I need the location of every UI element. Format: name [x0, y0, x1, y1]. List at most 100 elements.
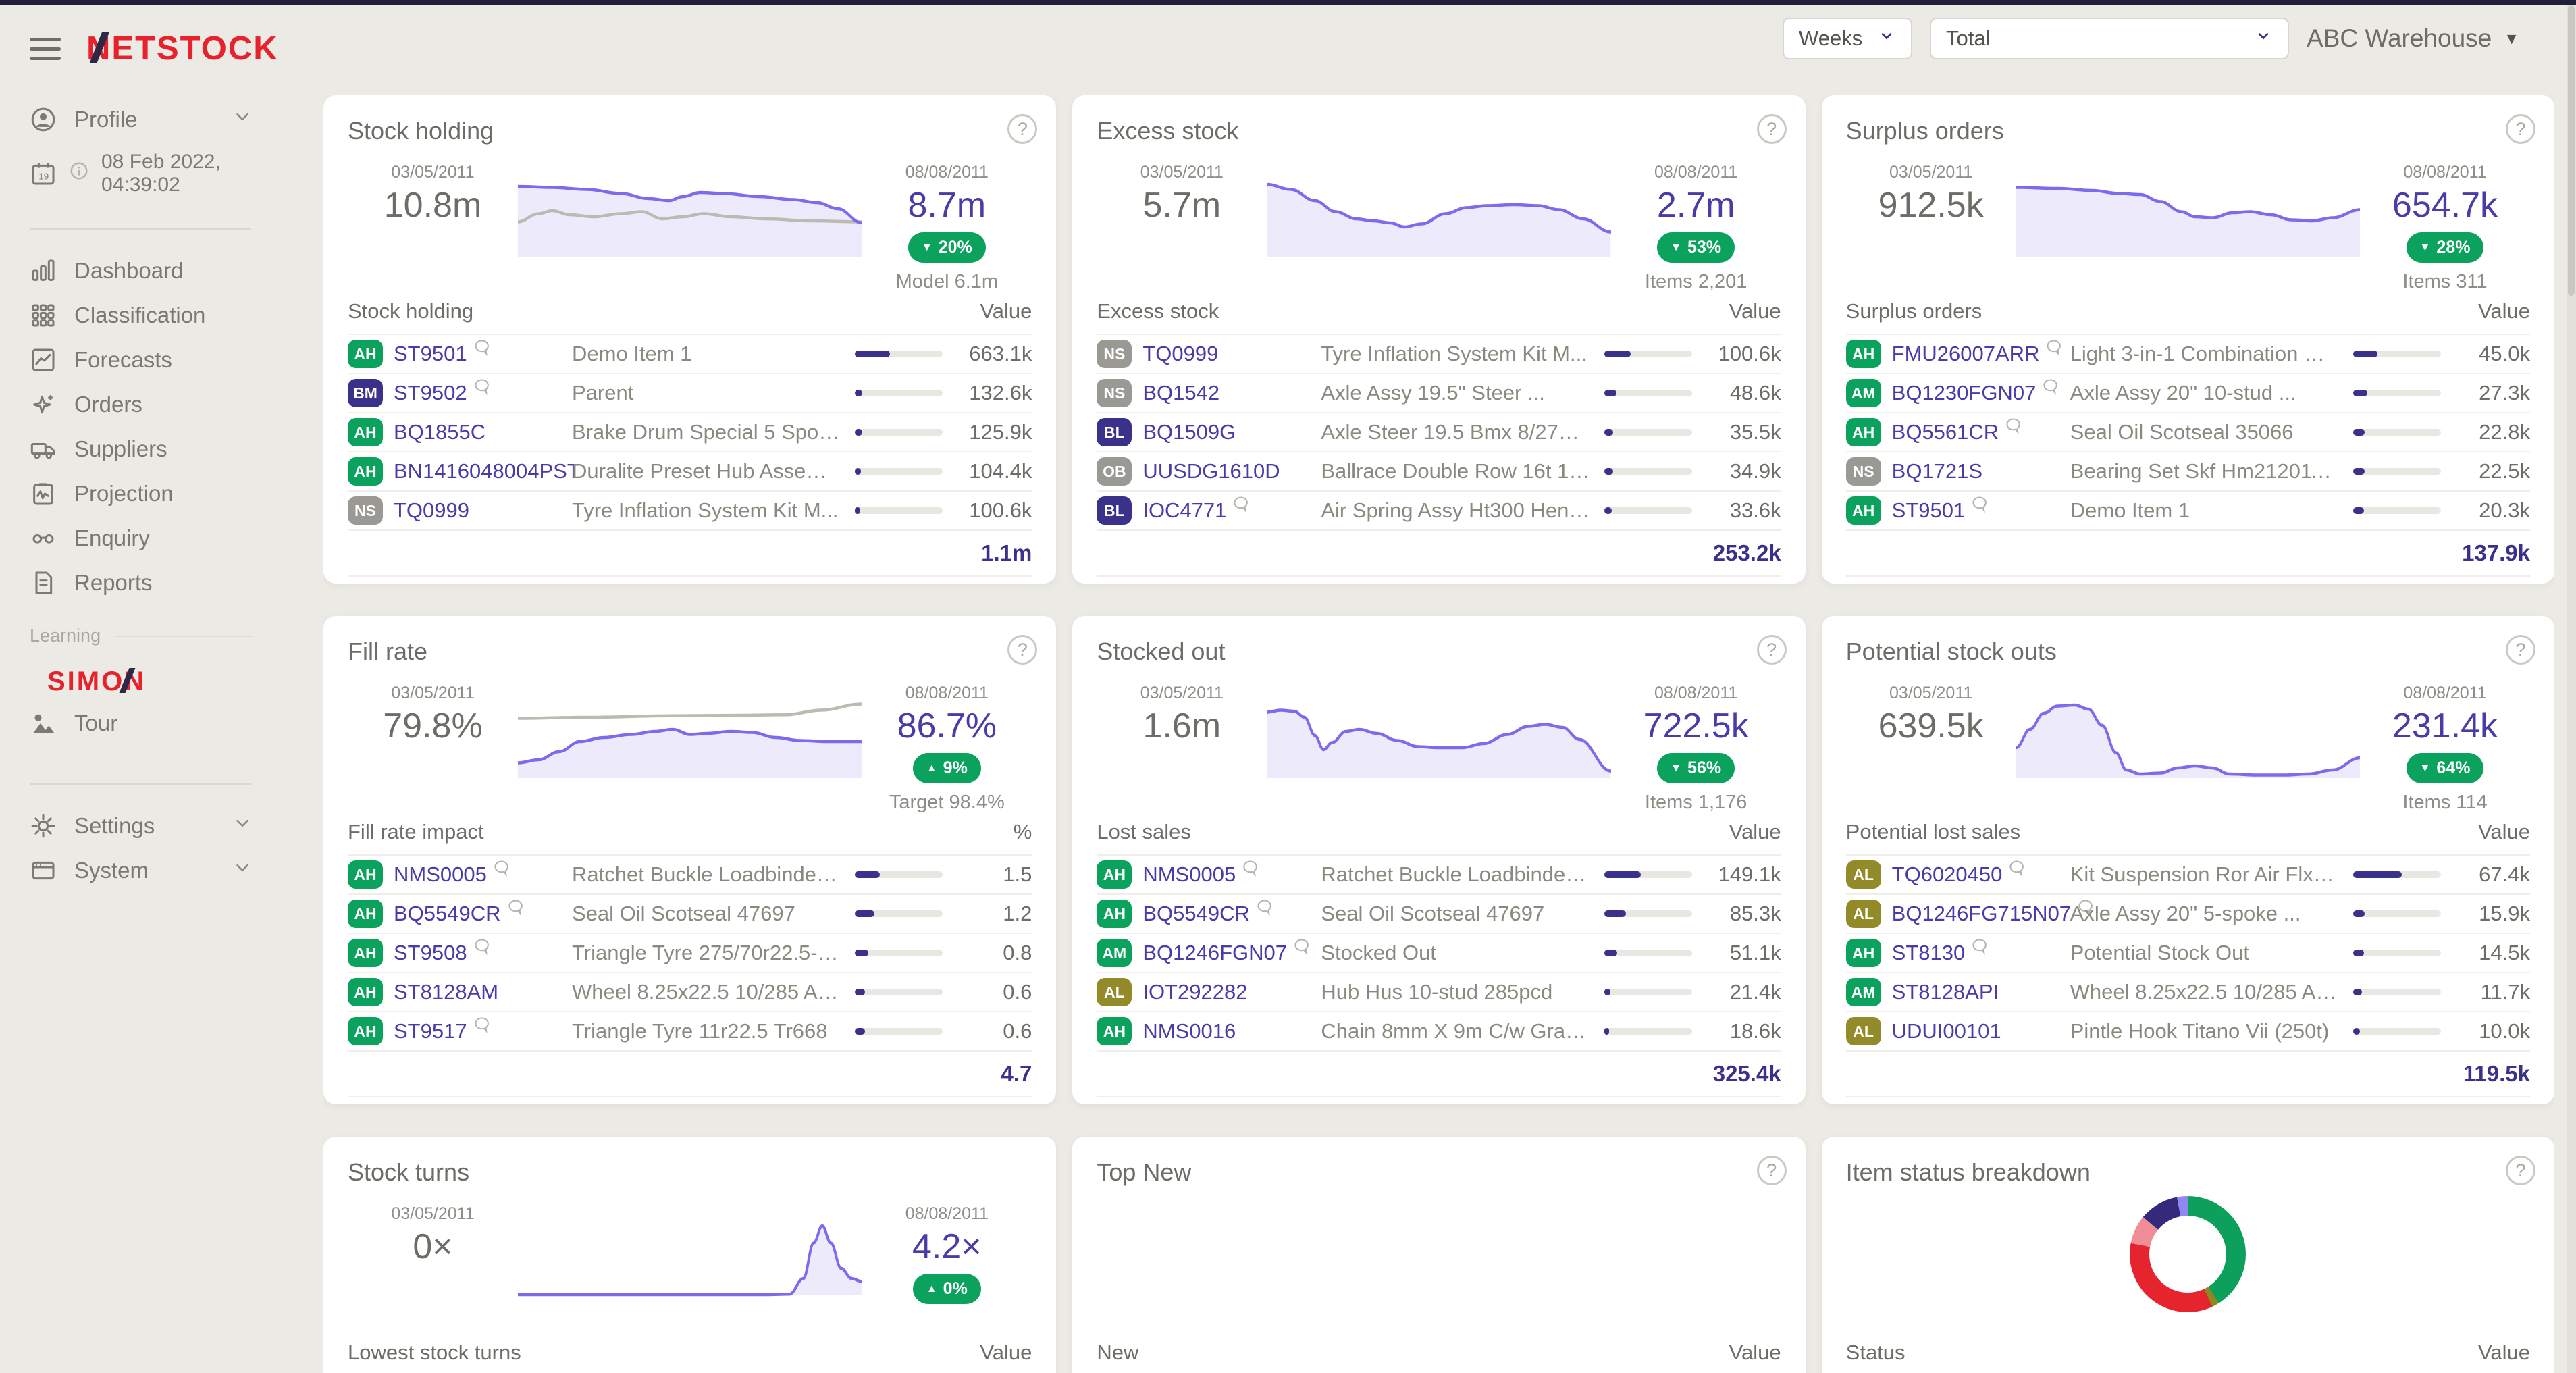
comment-bubble-icon[interactable] — [1292, 936, 1311, 960]
item-code-link[interactable]: NMS0005 — [394, 862, 487, 886]
card-title: Excess stock — [1097, 117, 1239, 145]
card-table: Stock holding Value AH ST9501 Demo Item 1 663… — [348, 299, 1032, 577]
item-value: 0.8 — [1003, 941, 1032, 964]
item-code-link[interactable]: TQ0999 — [1142, 342, 1219, 365]
item-description: Stocked Out — [1321, 941, 1436, 964]
item-code-link[interactable]: BQ1230FGN07 — [1891, 381, 2036, 405]
value-bar — [2353, 351, 2441, 357]
comment-bubble-icon[interactable] — [2004, 415, 2022, 440]
table-header-value-label: Value — [2478, 1341, 2530, 1364]
comment-bubble-icon[interactable] — [1255, 897, 1273, 921]
comment-bubble-icon[interactable] — [1970, 494, 1989, 518]
item-description: Ballrace Double Row 16t 100... — [1321, 459, 1604, 483]
item-code-link[interactable]: BQ5549CR — [1142, 902, 1250, 925]
warehouse-selector[interactable]: ABC Warehouse ▼ — [2307, 24, 2519, 52]
comment-bubble-icon[interactable] — [2007, 858, 2026, 882]
card-chart-area — [1097, 1188, 1781, 1300]
sidebar-item-projection[interactable]: Projection — [0, 471, 270, 516]
item-code-link[interactable]: BN1416048004PST — [394, 459, 580, 483]
item-code-link[interactable]: NMS0005 — [1142, 862, 1236, 886]
table-row: AH ST9517 Triangle Tyre 11r22.5 Tr668 0.6 — [348, 1011, 1032, 1050]
simon-logo[interactable]: SIMON — [47, 667, 147, 696]
item-class-badge: NS — [1097, 379, 1132, 407]
item-code-link[interactable]: BQ1542 — [1142, 381, 1220, 405]
help-icon[interactable]: ? — [1007, 114, 1038, 144]
help-icon[interactable]: ? — [1756, 1156, 1787, 1185]
chart-start-column: 03/05/2011 1.6m — [1097, 667, 1267, 779]
comment-bubble-icon[interactable] — [1232, 494, 1250, 518]
sidebar-date-row[interactable]: 19 08 Feb 2022, 04:39:02 — [0, 142, 270, 205]
chart-end-value: 722.5k — [1643, 706, 1749, 746]
help-icon[interactable]: ? — [2506, 1156, 2535, 1185]
help-icon[interactable]: ? — [1756, 114, 1787, 144]
item-code-link[interactable]: UDUI00101 — [1891, 1019, 2001, 1043]
sidebar-item-reports[interactable]: Reports — [0, 561, 270, 605]
sidebar-item-tour[interactable]: Tour — [0, 701, 270, 746]
item-code-link[interactable]: BQ1721S — [1891, 459, 1983, 483]
scrollbar-thumb[interactable] — [2568, 5, 2575, 296]
comment-bubble-icon[interactable] — [2041, 376, 2059, 400]
value-bar-fill — [855, 950, 868, 956]
sidebar-item-suppliers[interactable]: Suppliers — [0, 427, 270, 471]
item-code-link[interactable]: TQ6020450 — [1891, 862, 2003, 886]
help-icon[interactable]: ? — [1007, 635, 1038, 665]
item-code-link[interactable]: TQ0999 — [394, 498, 470, 522]
item-code-link[interactable]: BQ1246FGN07 — [1142, 941, 1287, 964]
page-scrollbar[interactable] — [2567, 5, 2576, 1373]
item-code-link[interactable]: IOT292282 — [1142, 980, 1248, 1004]
item-code-link[interactable]: ST8130 — [1891, 941, 1966, 964]
comment-bubble-icon[interactable] — [473, 337, 491, 361]
comment-bubble-icon[interactable] — [506, 897, 525, 921]
sidebar-item-enquiry[interactable]: Enquiry — [0, 516, 270, 561]
sidebar-item-system[interactable]: System — [0, 848, 270, 893]
hamburger-menu-icon[interactable] — [30, 32, 61, 66]
grid-icon — [30, 302, 57, 329]
comment-bubble-icon[interactable] — [1970, 936, 1989, 960]
value-bar — [1604, 1028, 1692, 1035]
value-bar-fill — [1604, 468, 1613, 475]
table-header-value-label: Value — [1729, 299, 1781, 323]
item-code-link[interactable]: UUSDG1610D — [1142, 459, 1280, 483]
item-code-link[interactable]: NMS0016 — [1142, 1019, 1236, 1043]
sidebar-item-orders[interactable]: Orders — [0, 382, 270, 427]
scope-select[interactable]: Total — [1930, 18, 2290, 59]
item-code-link[interactable]: ST9501 — [394, 342, 467, 365]
item-code-link[interactable]: BQ1509G — [1142, 420, 1236, 444]
item-code-link[interactable]: ST9501 — [1891, 498, 1966, 522]
item-code-link[interactable]: ST9508 — [394, 941, 467, 964]
comment-bubble-icon[interactable] — [473, 376, 491, 400]
comment-bubble-icon[interactable] — [492, 858, 510, 882]
sidebar-item-profile[interactable]: Profile — [0, 97, 270, 142]
item-code-link[interactable]: ST9517 — [394, 1019, 467, 1043]
document-icon — [30, 569, 57, 596]
comment-bubble-icon[interactable] — [2045, 337, 2063, 361]
chart-end-value: 4.2× — [912, 1227, 982, 1266]
item-code-link[interactable]: ST9502 — [394, 381, 467, 405]
comment-bubble-icon[interactable] — [473, 1014, 491, 1039]
item-code-link[interactable]: ST8128API — [1891, 980, 1999, 1004]
help-icon[interactable]: ? — [1756, 635, 1787, 665]
value-bar-fill — [2353, 351, 2378, 357]
comment-bubble-icon[interactable] — [1241, 858, 1259, 882]
item-code-link[interactable]: BQ1855C — [394, 420, 486, 444]
header-controls: Weeks Total ABC Warehouse ▼ — [1783, 18, 2519, 59]
sidebar-item-classification[interactable]: Classification — [0, 293, 270, 338]
item-value: 22.8k — [2479, 420, 2530, 444]
item-code-link[interactable]: BQ5549CR — [394, 902, 501, 925]
sidebar-item-settings[interactable]: Settings — [0, 804, 270, 848]
comment-bubble-icon[interactable] — [473, 936, 491, 960]
item-class-badge: AH — [348, 418, 383, 446]
help-icon[interactable]: ? — [2506, 114, 2535, 144]
item-code-link[interactable]: BQ1246FG715N07 — [1891, 902, 2072, 925]
period-select[interactable]: Weeks — [1783, 18, 1913, 59]
comment-bubble-icon[interactable] — [2076, 897, 2095, 921]
item-code-link[interactable]: IOC4771 — [1142, 498, 1227, 522]
help-icon[interactable]: ? — [2506, 635, 2535, 665]
item-code-link[interactable]: ST8128AM — [394, 980, 499, 1004]
item-code-link[interactable]: BQ5561CR — [1891, 420, 1999, 444]
sidebar-item-forecasts[interactable]: Forecasts — [0, 338, 270, 382]
table-row: AH NMS0005 Ratchet Buckle Loadbinder 5... 1… — [1097, 854, 1781, 893]
netstock-logo[interactable]: NETSTOCK — [86, 30, 279, 67]
item-code-link[interactable]: FMU26007ARR — [1891, 342, 2040, 365]
sidebar-item-dashboard[interactable]: Dashboard — [0, 249, 270, 293]
